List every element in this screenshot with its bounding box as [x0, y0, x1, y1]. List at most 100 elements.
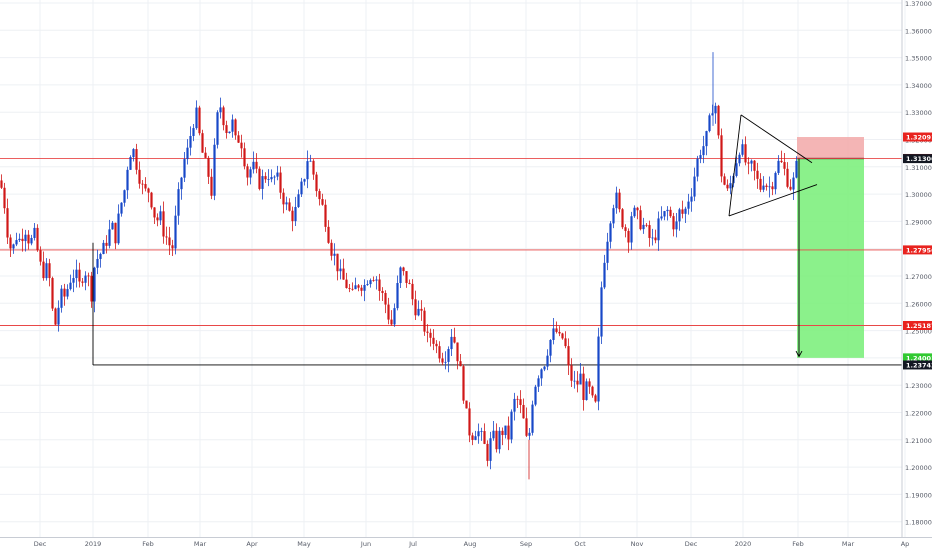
candle-body — [231, 119, 234, 132]
candle-body — [36, 227, 39, 251]
candle-body — [327, 226, 330, 243]
candle-body — [297, 194, 300, 208]
candle-body — [42, 261, 45, 279]
candle-body — [786, 168, 789, 187]
candle-body — [279, 172, 282, 193]
candle-body — [567, 346, 570, 366]
candle-body — [636, 207, 639, 211]
candle-body — [441, 358, 444, 363]
candle-body — [291, 210, 294, 222]
candle-body — [228, 131, 231, 134]
price-axis[interactable]: 1.37000 1.36000 1.35000 1.34000 1.33000 1.320… — [901, 0, 932, 537]
candle-body — [102, 242, 105, 254]
x-tick-label: Feb — [142, 540, 154, 548]
candle-body — [450, 336, 453, 350]
candle-body — [273, 176, 276, 178]
candle-body — [318, 191, 321, 200]
y-tick-label: 1.19000 — [905, 491, 932, 499]
candle-body — [309, 160, 312, 162]
candle-body — [390, 319, 393, 325]
candle-body — [402, 267, 405, 272]
candle-body — [138, 169, 141, 184]
candle-body — [474, 436, 477, 440]
candle-body — [267, 179, 270, 181]
candle-body — [741, 144, 744, 155]
x-tick-label: 2019 — [85, 540, 102, 548]
candle-body — [246, 166, 249, 178]
candle-body — [3, 187, 6, 209]
candle-body — [762, 185, 765, 190]
y-tick-label: 1.34000 — [905, 82, 932, 90]
y-tick-label: 1.18000 — [905, 519, 932, 527]
candle-body — [303, 179, 306, 182]
candle-body — [156, 217, 159, 221]
candle-body — [789, 186, 792, 190]
triangle-upper-line — [740, 114, 813, 164]
candle-body — [336, 253, 339, 272]
candle-body — [456, 342, 459, 362]
candle-body — [186, 147, 189, 160]
candle-body — [768, 186, 771, 188]
candle-body — [411, 283, 414, 300]
candle-body — [135, 149, 138, 170]
candle-body — [9, 237, 12, 249]
candle-body — [15, 240, 18, 245]
candle-body — [6, 208, 9, 238]
candle-body — [384, 292, 387, 305]
candle-body — [372, 280, 375, 281]
candle-body — [12, 244, 15, 249]
x-tick-label: Dec — [34, 540, 47, 548]
y-tick-label: 1.35000 — [905, 55, 932, 63]
candle-body — [420, 308, 423, 311]
candle-body — [678, 209, 681, 222]
candle-body — [579, 373, 582, 385]
candle-body — [735, 163, 738, 176]
candle-body — [219, 107, 222, 113]
candle-body — [72, 278, 75, 283]
time-axis[interactable]: Dec 2019 Feb Mar Apr May Jun Jul Aug Sep Oct Nov Dec… — [0, 537, 932, 549]
candle-body — [396, 283, 399, 309]
candle-body — [171, 245, 174, 249]
candle-body — [519, 399, 522, 405]
candle-body — [510, 411, 513, 440]
price-labels: 1.320911.313051.313001.279561.251871.240… — [903, 132, 932, 370]
candle-body — [162, 211, 165, 237]
candle-body — [345, 279, 348, 288]
candle-body — [165, 236, 168, 238]
candle-body — [150, 192, 153, 208]
candle-body — [198, 107, 201, 134]
price-label-text: 1.23742 — [906, 361, 932, 369]
candle-body — [480, 431, 483, 432]
candle-body — [690, 196, 693, 202]
candle-body — [195, 107, 198, 129]
candle-body — [90, 275, 93, 302]
candle-body — [399, 267, 402, 284]
candle-body — [684, 208, 687, 214]
candle-body — [783, 162, 786, 169]
target-arrow-head — [795, 350, 803, 358]
candle-body — [120, 202, 123, 214]
candle-body — [468, 408, 471, 436]
candle-body — [54, 308, 57, 325]
candle-body — [705, 131, 708, 147]
candle-body — [660, 216, 663, 219]
candle-body — [720, 135, 723, 177]
candle-body — [234, 119, 237, 136]
y-tick-label: 1.33000 — [905, 109, 932, 117]
candle-body — [63, 288, 66, 297]
candle-body — [81, 281, 84, 283]
candle-body — [300, 181, 303, 195]
y-tick-label: 1.27000 — [905, 273, 932, 281]
candle-body — [312, 160, 315, 175]
candle-body — [729, 183, 732, 189]
horizontal-levels — [0, 158, 902, 366]
candle-body — [258, 168, 261, 189]
candle-body — [549, 339, 552, 356]
candle-body — [261, 176, 264, 189]
stop-loss-zone — [797, 137, 864, 159]
candle-body — [381, 290, 384, 293]
candle-body — [213, 144, 216, 196]
candle-body — [432, 337, 435, 344]
candle-body — [387, 304, 390, 320]
